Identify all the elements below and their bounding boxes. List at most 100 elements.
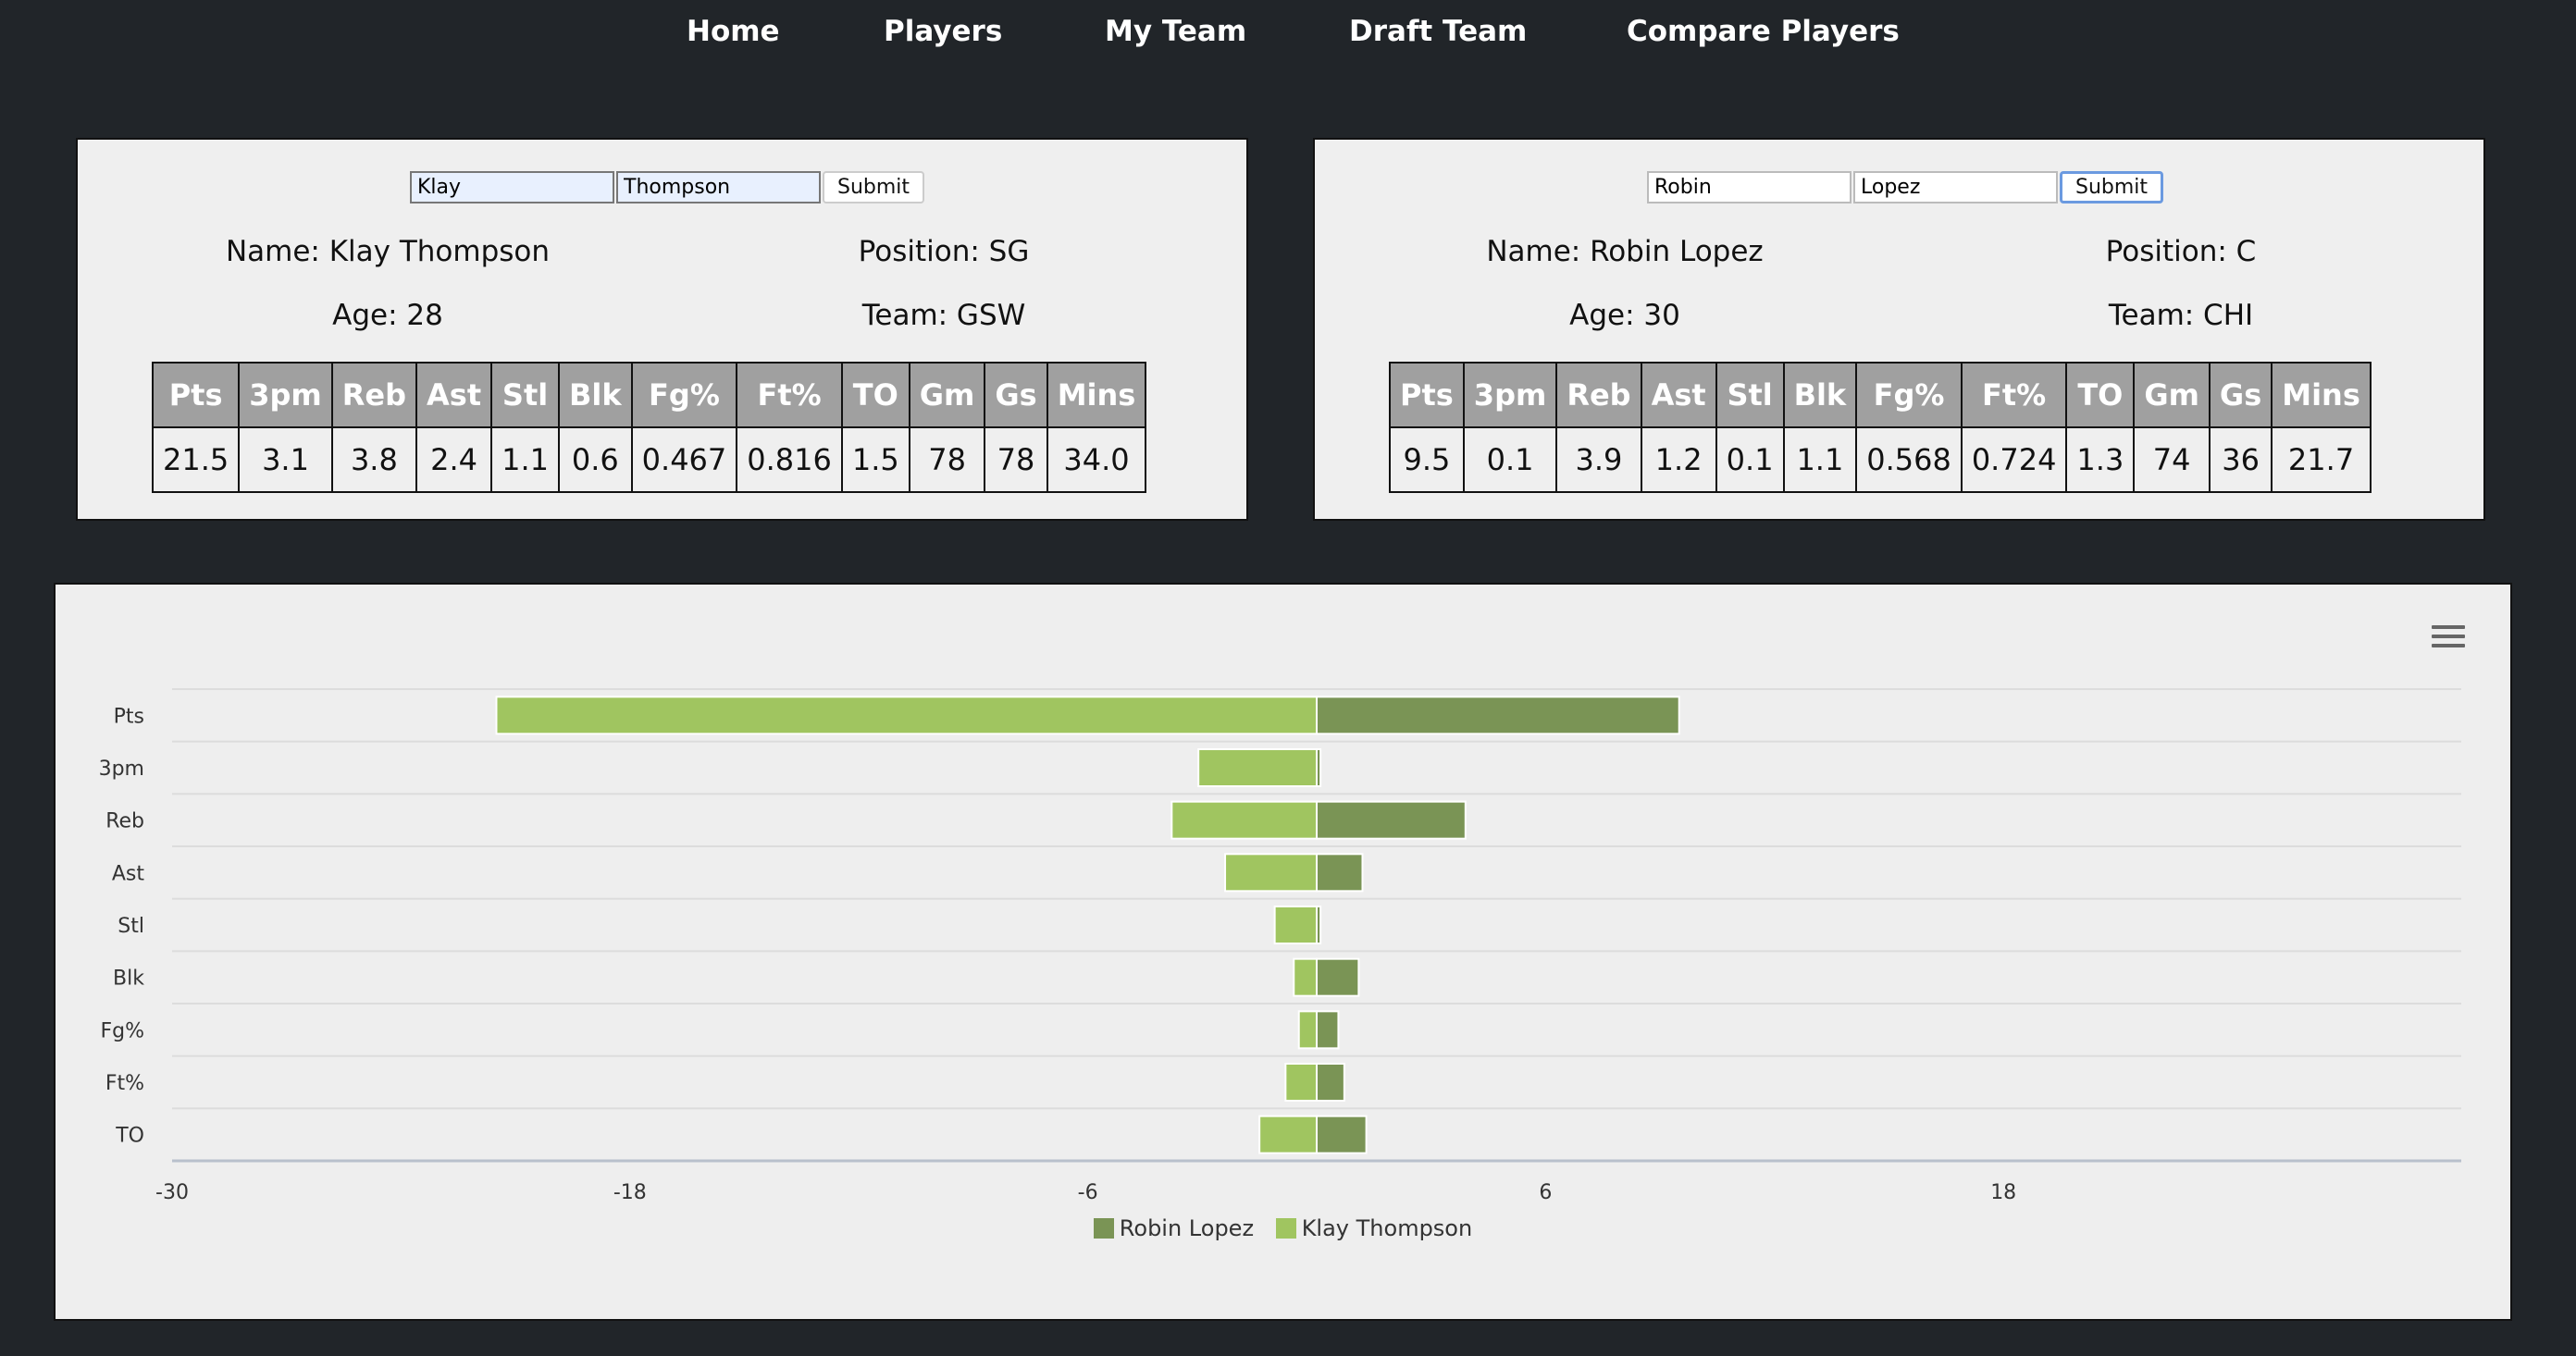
nav-draft-team-link[interactable]: Draft Team	[1349, 15, 1528, 48]
stat-header: Mins	[1046, 362, 1147, 428]
legend-label: Klay Thompson	[1301, 1215, 1473, 1241]
player-age: Age: 28	[332, 299, 443, 332]
player-card-2: Submit Name: Robin Lopez Position: C Age…	[1313, 138, 2485, 521]
stats-header-row: Pts 3pm Reb Ast Stl Blk Fg% Ft% TO Gm Gs…	[1389, 362, 2372, 428]
stat-header: Ft%	[736, 362, 843, 428]
bar-robin-lopez	[1316, 853, 1364, 893]
stats-header-row: Pts 3pm Reb Ast Stl Blk Fg% Ft% TO Gm Gs…	[151, 362, 1147, 428]
x-tick-label: -18	[613, 1181, 647, 1204]
bar-klay-thompson	[1224, 853, 1319, 893]
x-tick-label: 6	[1539, 1181, 1552, 1204]
stat-value: 74	[2133, 426, 2211, 493]
stat-value: 0.1	[1715, 426, 1785, 493]
stat-value: 3.9	[1555, 426, 1642, 493]
category-label: Pts	[114, 705, 144, 728]
category-label: Ft%	[105, 1072, 144, 1095]
bar-klay-thompson	[1293, 957, 1319, 997]
first-name-input[interactable]	[1647, 171, 1852, 203]
bar-robin-lopez	[1316, 1063, 1345, 1102]
x-tick-label: -30	[155, 1181, 189, 1204]
stats-value-row: 21.5 3.1 3.8 2.4 1.1 0.6 0.467 0.816 1.5…	[151, 426, 1147, 493]
bar-klay-thompson	[1297, 1010, 1318, 1050]
stat-header: Blk	[1782, 362, 1858, 428]
legend-label: Robin Lopez	[1119, 1215, 1255, 1241]
stat-header: Reb	[330, 362, 418, 428]
stat-header: Pts	[1389, 362, 1465, 428]
comparison-bar-chart: Pts 3pm Reb Ast Stl Blk Fg% Ft% TO -30 -18 -6 6 18	[99, 688, 2461, 1204]
stat-value: 1.1	[1782, 426, 1858, 493]
stat-header: Reb	[1555, 362, 1642, 428]
stat-value: 1.5	[840, 426, 910, 493]
category-label: TO	[115, 1125, 144, 1148]
x-tick-label: -6	[1078, 1181, 1098, 1204]
category-label: Ast	[112, 862, 145, 885]
stat-header: 3pm	[1462, 362, 1558, 428]
stat-header: 3pm	[238, 362, 333, 428]
bar-robin-lopez	[1316, 957, 1360, 997]
stat-value: 0.6	[558, 426, 633, 493]
chart-legend: Robin Lopez Klay Thompson	[56, 1215, 2510, 1244]
player-stats-table: Pts 3pm Reb Ast Stl Blk Fg% Ft% TO Gm Gs…	[1389, 362, 2372, 493]
stat-value: 36	[2208, 426, 2273, 493]
stat-header: Ast	[1640, 362, 1717, 428]
nav-players-link[interactable]: Players	[884, 15, 1003, 48]
stat-value: 0.568	[1855, 426, 1963, 493]
nav-my-team-link[interactable]: My Team	[1105, 15, 1247, 48]
nav-home-link[interactable]: Home	[687, 15, 780, 48]
stat-header: Mins	[2271, 362, 2372, 428]
legend-item-klay-thompson[interactable]: Klay Thompson	[1275, 1215, 1473, 1241]
stat-value: 78	[908, 426, 986, 493]
stat-value: 1.3	[2065, 426, 2136, 493]
first-name-input[interactable]	[410, 171, 614, 203]
stat-value: 9.5	[1389, 426, 1465, 493]
submit-button[interactable]: Submit	[2060, 171, 2164, 203]
player-position: Position: SG	[858, 235, 1030, 268]
nav-compare-players-link[interactable]: Compare Players	[1627, 15, 1900, 48]
chart-menu-icon[interactable]	[2432, 625, 2465, 651]
stat-header: Ft%	[1960, 362, 2068, 428]
player-name: Name: Robin Lopez	[1486, 235, 1764, 268]
bar-klay-thompson	[1284, 1063, 1319, 1102]
stat-value: 3.1	[238, 426, 333, 493]
stat-value: 1.2	[1640, 426, 1717, 493]
last-name-input[interactable]	[616, 171, 821, 203]
top-navigation: Home Players My Team Draft Team Compare …	[0, 0, 2576, 74]
bar-klay-thompson	[495, 696, 1318, 735]
bar-klay-thompson	[1273, 906, 1318, 944]
stat-value: 78	[984, 426, 1048, 493]
stat-header: Fg%	[1855, 362, 1963, 428]
stat-value: 34.0	[1046, 426, 1147, 493]
stat-value: 3.8	[330, 426, 418, 493]
submit-button[interactable]: Submit	[823, 171, 925, 203]
bar-klay-thompson	[1197, 748, 1318, 787]
bar-klay-thompson	[1258, 1115, 1319, 1154]
last-name-input[interactable]	[1853, 171, 2058, 203]
stat-value: 21.5	[151, 426, 241, 493]
bar-robin-lopez	[1316, 696, 1680, 735]
stat-header: Stl	[1715, 362, 1785, 428]
legend-swatch	[1275, 1218, 1296, 1239]
stat-value: 2.4	[415, 426, 493, 493]
stat-header: TO	[840, 362, 910, 428]
player-stats-table: Pts 3pm Reb Ast Stl Blk Fg% Ft% TO Gm Gs…	[151, 362, 1147, 493]
player-age: Age: 30	[1569, 299, 1680, 332]
legend-swatch	[1093, 1218, 1114, 1239]
player-search-form-2: Submit	[1647, 171, 2164, 205]
player-search-form-1: Submit	[410, 171, 925, 205]
legend-item-robin-lopez[interactable]: Robin Lopez	[1093, 1215, 1255, 1241]
category-label: Stl	[118, 915, 144, 938]
stat-header: Gs	[984, 362, 1048, 428]
stat-value: 0.467	[630, 426, 738, 493]
stat-header: Ast	[415, 362, 493, 428]
stat-value: 1.1	[490, 426, 561, 493]
bar-robin-lopez	[1316, 1115, 1368, 1154]
stat-value: 0.1	[1462, 426, 1558, 493]
bar-robin-lopez	[1316, 1010, 1340, 1050]
comparison-chart: Pts 3pm Reb Ast Stl Blk Fg% Ft% TO -30 -18 -6 6 18 Ro…	[54, 583, 2512, 1321]
bar-robin-lopez	[1316, 800, 1467, 840]
stat-header: Gm	[2133, 362, 2211, 428]
stat-value: 0.724	[1960, 426, 2068, 493]
stat-header: Gm	[908, 362, 986, 428]
stat-header: Blk	[558, 362, 633, 428]
stats-value-row: 9.5 0.1 3.9 1.2 0.1 1.1 0.568 0.724 1.3 …	[1389, 426, 2372, 493]
